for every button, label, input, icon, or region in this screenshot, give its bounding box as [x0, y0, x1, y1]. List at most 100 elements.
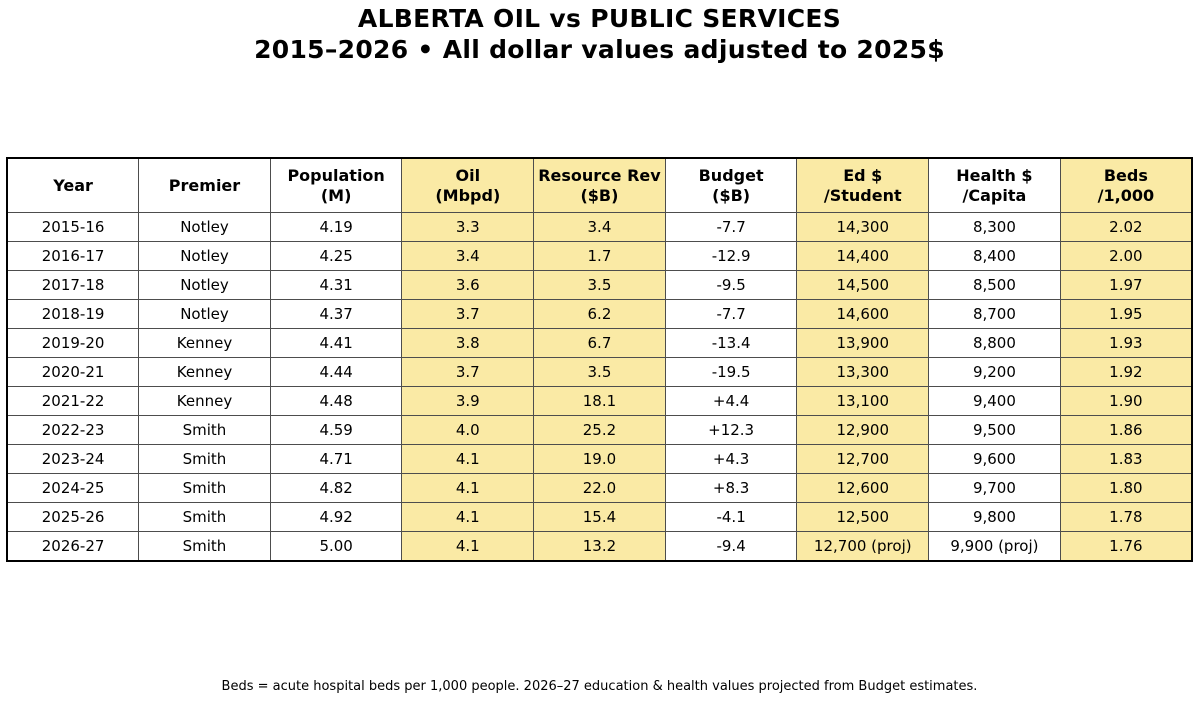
- table-cell: 4.1: [401, 444, 535, 474]
- table-cell: 1.76: [1059, 531, 1193, 562]
- table-cell: 12,700 (proj): [796, 531, 930, 562]
- table-cell: 2026-27: [6, 531, 140, 562]
- table-cell: 1.83: [1059, 444, 1193, 474]
- table-cell: 12,500: [796, 502, 930, 532]
- table-cell: 3.7: [401, 357, 535, 387]
- table-cell: 4.37: [269, 299, 403, 329]
- table-cell: Notley: [138, 299, 271, 329]
- table-cell: 4.71: [269, 444, 403, 474]
- table-cell: 18.1: [533, 386, 666, 416]
- column-header-line1: Population: [287, 165, 385, 185]
- table-cell: 1.80: [1059, 473, 1193, 503]
- table-cell: 2018-19: [6, 299, 140, 329]
- column-header-line2: /Capita: [962, 185, 1027, 205]
- column-header-line1: Premier: [168, 175, 241, 195]
- table-cell: 1.90: [1059, 386, 1193, 416]
- data-table: Year Premier Population (M) Oil (Mbpd) Resourc…: [6, 157, 1193, 562]
- table-cell: 4.1: [401, 531, 535, 562]
- table-cell: Notley: [138, 270, 271, 300]
- table-cell: 5.00: [269, 531, 403, 562]
- table-cell: 14,600: [796, 299, 930, 329]
- table-cell: 4.25: [269, 241, 403, 271]
- table-cell: 2022-23: [6, 415, 140, 445]
- table-row: 2025-26 Smith 4.92 4.1 15.4 -4.1 12,500 9,800 1.…: [6, 502, 1193, 532]
- table-cell: -9.4: [664, 531, 798, 562]
- column-header-beds: Beds/1,000: [1059, 157, 1193, 213]
- table-cell: 2025-26: [6, 502, 140, 532]
- table-cell: 12,900: [796, 415, 930, 445]
- table-cell: 1.95: [1059, 299, 1193, 329]
- table-cell: 3.5: [533, 357, 666, 387]
- table-cell: 13,900: [796, 328, 930, 358]
- table-cell: 4.48: [269, 386, 403, 416]
- table-cell: Smith: [138, 444, 271, 474]
- table-cell: 4.82: [269, 473, 403, 503]
- table-cell: 9,800: [928, 502, 1061, 532]
- table-cell: 1.86: [1059, 415, 1193, 445]
- table-cell: 14,400: [796, 241, 930, 271]
- table-cell: 2.00: [1059, 241, 1193, 271]
- table-row: 2019-20 Kenney 4.41 3.8 6.7 -13.4 13,900 8,800 1…: [6, 328, 1193, 358]
- table-header-row: Year Premier Population (M) Oil (Mbpd) Resourc…: [6, 157, 1193, 213]
- table-cell: 3.6: [401, 270, 535, 300]
- column-header-population: Population (M): [269, 157, 403, 213]
- table-cell: +8.3: [664, 473, 798, 503]
- table-cell: 19.0: [533, 444, 666, 474]
- table-cell: 1.93: [1059, 328, 1193, 358]
- table-cell: 1.92: [1059, 357, 1193, 387]
- table-cell: +4.3: [664, 444, 798, 474]
- column-header-ed: Ed $/Student: [796, 157, 930, 213]
- table-cell: Notley: [138, 241, 271, 271]
- table-cell: 2021-22: [6, 386, 140, 416]
- table-cell: 1.7: [533, 241, 666, 271]
- table-cell: -13.4: [664, 328, 798, 358]
- table-row: 2015-16 Notley 4.19 3.3 3.4 -7.7 14,300 8,300 2.…: [6, 212, 1193, 242]
- table-cell: -7.7: [664, 212, 798, 242]
- chart-title: ALBERTA OIL vs PUBLIC SERVICES: [357, 4, 842, 33]
- table-cell: -4.1: [664, 502, 798, 532]
- table-cell: Kenney: [138, 328, 271, 358]
- table-cell: 8,400: [928, 241, 1061, 271]
- table-footnote: Beds = acute hospital beds per 1,000 peo…: [221, 679, 978, 694]
- table-cell: 6.2: [533, 299, 666, 329]
- table-cell: 2024-25: [6, 473, 140, 503]
- table-cell: 3.5: [533, 270, 666, 300]
- table-cell: Kenney: [138, 357, 271, 387]
- table-cell: 13,100: [796, 386, 930, 416]
- table-cell: 12,600: [796, 473, 930, 503]
- column-header-line1: Resource Rev: [538, 165, 661, 185]
- table-cell: Notley: [138, 212, 271, 242]
- table-cell: 1.97: [1059, 270, 1193, 300]
- table-cell: 8,500: [928, 270, 1061, 300]
- table-cell: 3.3: [401, 212, 535, 242]
- table-cell: +4.4: [664, 386, 798, 416]
- column-header-line1: Year: [53, 175, 93, 195]
- table-cell: 2015-16: [6, 212, 140, 242]
- table-cell: 12,700: [796, 444, 930, 474]
- table-cell: 2.02: [1059, 212, 1193, 242]
- table-cell: 8,700: [928, 299, 1061, 329]
- table-cell: 3.9: [401, 386, 535, 416]
- table-cell: 3.7: [401, 299, 535, 329]
- table-cell: 2019-20: [6, 328, 140, 358]
- column-header-line2: (Mbpd): [435, 185, 501, 205]
- table-cell: 8,800: [928, 328, 1061, 358]
- column-header-line1: Oil: [455, 165, 481, 185]
- table-row: 2021-22 Kenney 4.48 3.9 18.1 +4.4 13,100 9,400 1…: [6, 386, 1193, 416]
- table-cell: Smith: [138, 415, 271, 445]
- column-header-line1: Health $: [956, 165, 1033, 185]
- table-cell: Kenney: [138, 386, 271, 416]
- table-cell: 14,500: [796, 270, 930, 300]
- table-cell: 4.41: [269, 328, 403, 358]
- column-header-line1: Beds: [1103, 165, 1148, 185]
- table-cell: +12.3: [664, 415, 798, 445]
- column-header-oil: Oil (Mbpd): [401, 157, 535, 213]
- table-body: 2015-16 Notley 4.19 3.3 3.4 -7.7 14,300 8,300 2.…: [6, 212, 1193, 562]
- table-cell: 9,500: [928, 415, 1061, 445]
- table-header: Year Premier Population (M) Oil (Mbpd) Resourc…: [6, 157, 1193, 213]
- table-cell: 2020-21: [6, 357, 140, 387]
- column-header-line2: ($B): [712, 185, 751, 205]
- table-cell: -9.5: [664, 270, 798, 300]
- column-header-line2: (M): [320, 185, 352, 205]
- column-header-line2: ($B): [580, 185, 619, 205]
